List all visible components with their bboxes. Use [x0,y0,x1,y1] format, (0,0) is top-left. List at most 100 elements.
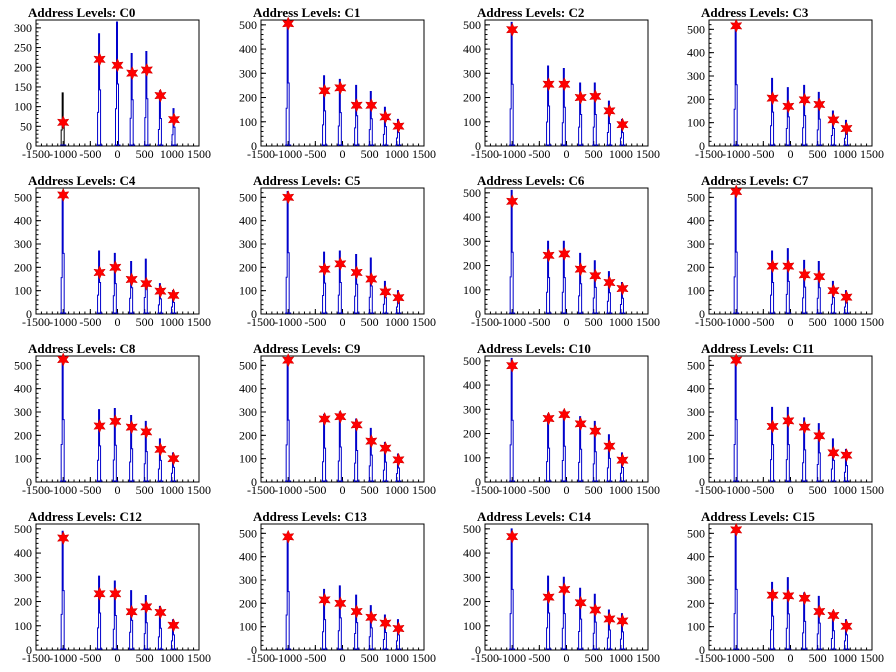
histogram-spike [129,590,134,650]
peak-marker [840,121,853,136]
x-tick-label: 1500 [412,147,436,161]
chart-panel: Address Levels: C0 0 50 100 150 200 250 300 -150… [14,5,211,161]
histogram-spike [97,250,102,314]
histogram-spike [546,575,551,650]
x-tick-label: 500 [809,651,827,665]
y-tick-label: 500 [14,190,32,204]
peak-marker [813,428,826,443]
peak-marker [827,283,840,298]
histogram-spike [606,434,611,482]
x-tick-label: -500 [79,483,101,497]
y-tick-label: 0 [251,307,257,321]
histogram-spike [785,406,790,482]
histogram-spike [578,252,583,314]
x-tick-label: -1500 [22,147,50,161]
y-tick-label: 300 [14,570,32,584]
y-tick-label: 500 [239,190,257,204]
y-tick-label: 500 [687,358,705,372]
peak-marker [167,451,180,466]
x-tick-label: 500 [361,315,379,329]
peak-marker [365,271,378,287]
chart-title: Address Levels: C13 [253,509,367,524]
histogram-spike [171,108,176,146]
peak-marker [125,420,138,435]
peak-marker [574,416,587,431]
peak-marker [542,248,555,263]
y-tick-label: 0 [475,139,481,153]
chart-title: Address Levels: C14 [477,509,591,524]
histogram-spike [592,593,597,650]
peak-marker [840,619,853,634]
histogram-spike [816,261,821,314]
chart-title: Address Levels: C7 [701,173,809,188]
histogram-spike [561,67,566,146]
x-tick-label: -500 [79,315,101,329]
histogram-spike [770,77,775,146]
peak-marker [616,613,629,629]
x-tick-label: 1500 [636,315,660,329]
peak-marker [782,99,795,114]
peak-marker [729,522,743,537]
x-tick-label: 1000 [609,483,633,497]
y-tick-label: 0 [26,475,32,489]
histogram-spike [509,528,514,650]
x-tick-label: 1000 [833,315,857,329]
peak-marker [109,586,122,601]
x-tick-label: 0 [788,651,794,665]
peak-marker [365,98,378,113]
peak-marker [813,97,826,112]
histogram-spike [354,84,359,146]
x-tick-label: -500 [752,147,774,161]
x-tick-label: 1500 [636,147,660,161]
chart-panel: Address Levels: C10100200300400500-1500-… [239,5,436,161]
peak-marker [505,194,519,209]
peak-marker [154,605,167,620]
histogram-spike [368,605,373,650]
x-tick-label: 0 [340,483,346,497]
peak-marker [827,445,840,460]
chart-panel: Address Levels: C14 0 100 200 300 400 500 -1500… [463,509,660,665]
x-tick-label: 1000 [609,315,633,329]
peak-marker [798,420,811,435]
histogram-spike [60,192,65,314]
x-tick-label: -1000 [49,651,77,665]
histogram-spike [368,427,373,482]
y-tick-label: 0 [475,643,481,657]
chart-title: Address Levels: C11 [701,341,814,356]
x-tick-label: -1500 [247,147,275,161]
x-tick-label: 1000 [160,651,184,665]
peak-marker [109,414,122,429]
x-tick-label: -1000 [722,315,750,329]
x-tick-label: -1000 [722,483,750,497]
y-tick-label: 100 [239,452,257,466]
y-tick-label: 400 [14,382,32,396]
peak-marker [125,66,139,81]
peak-marker [334,80,347,95]
histogram-spike [802,417,807,482]
x-tick-label: 0 [564,315,570,329]
histogram-spike [97,409,102,482]
y-tick-label: 0 [26,643,32,657]
y-tick-label: 200 [239,260,257,274]
x-tick-label: 0 [115,315,121,329]
x-tick-label: 1500 [860,651,884,665]
x-tick-label: 500 [585,315,603,329]
y-tick-label: 300 [14,237,32,251]
x-tick-label: 500 [361,483,379,497]
y-tick-label: 200 [463,259,481,273]
x-tick-label: -500 [79,147,101,161]
y-tick-label: 200 [463,595,481,609]
peak-marker [574,595,587,610]
histogram-spike [606,271,611,314]
peak-marker [589,89,602,104]
peak-marker [56,530,70,546]
histogram-spike [285,191,290,314]
x-tick-label: 0 [788,483,794,497]
peak-marker [350,98,363,113]
chart-panel: Address Levels: C10 0 100 200 300 400 500 -1500… [463,341,660,497]
y-tick-label: 500 [463,18,481,32]
peak-marker [766,588,779,603]
histogram-spike [382,280,387,314]
peak-marker [281,190,295,205]
x-tick-label: 500 [136,483,154,497]
